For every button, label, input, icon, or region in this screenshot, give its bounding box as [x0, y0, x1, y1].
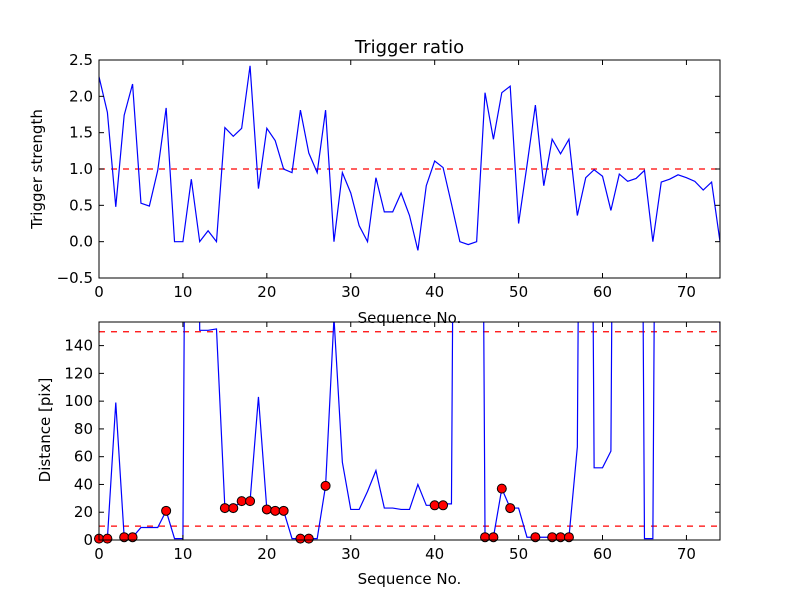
data-point: [530, 532, 541, 543]
data-point: [278, 505, 289, 516]
series-line: [99, 65, 720, 251]
x-tick-label: 50: [509, 283, 528, 301]
x-axis-label: Sequence No.: [358, 570, 462, 588]
x-axis-label: Sequence No.: [358, 309, 462, 327]
y-tick-label: 20: [74, 503, 93, 521]
data-point: [245, 496, 256, 507]
chart-title: Trigger ratio: [354, 37, 464, 58]
y-tick-label: 0.0: [69, 233, 93, 251]
y-tick-label: 1.5: [69, 124, 93, 142]
y-axis-label: Distance [pix]: [36, 378, 54, 483]
x-tick-label: 70: [677, 283, 696, 301]
y-tick-label: 2.0: [69, 87, 93, 105]
data-point: [127, 532, 138, 543]
data-point: [261, 504, 272, 515]
data-point: [161, 505, 172, 516]
x-tick-label: 60: [593, 283, 612, 301]
plot-area: [99, 322, 720, 540]
x-tick-label: 0: [94, 283, 104, 301]
y-tick-label: 140: [64, 337, 93, 355]
data-point: [295, 533, 306, 544]
y-tick-label: 40: [74, 475, 93, 493]
x-tick-label: 40: [425, 283, 444, 301]
data-point: [228, 503, 239, 514]
data-point: [270, 505, 281, 516]
x-tick-label: 70: [677, 545, 696, 563]
y-tick-label: 120: [64, 364, 93, 382]
data-point: [563, 532, 574, 543]
x-tick-label: 30: [341, 545, 360, 563]
distance-chart: Sequence No. Distance [pix] 0 10 20 30 40 50 6…: [36, 321, 721, 588]
axes-frame: [98, 59, 721, 279]
x-tick-label: 20: [257, 283, 276, 301]
series-line: [99, 322, 720, 540]
data-point: [496, 483, 507, 494]
data-point: [438, 500, 449, 511]
y-tick-label: 1.0: [69, 160, 93, 178]
x-tick-label: 10: [173, 545, 192, 563]
trigger-ratio-chart: Trigger ratio Sequence No. Trigger stren…: [28, 37, 721, 327]
data-point: [320, 480, 331, 491]
x-tick-label: 10: [173, 283, 192, 301]
data-point: [219, 503, 230, 514]
x-tick-label: 40: [425, 545, 444, 563]
data-point: [236, 496, 247, 507]
y-tick-label: 0: [83, 531, 93, 549]
y-tick-label: 2.5: [69, 51, 93, 69]
y-tick-label: 60: [74, 448, 93, 466]
data-point: [102, 533, 113, 544]
y-tick-label: 80: [74, 420, 93, 438]
data-point: [488, 532, 499, 543]
data-point: [505, 503, 516, 514]
axes-frame: [98, 321, 721, 541]
x-tick-label: 60: [593, 545, 612, 563]
y-tick-label: −0.5: [57, 269, 93, 287]
x-tick-label: 50: [509, 545, 528, 563]
y-axis-label: Trigger strength: [28, 109, 46, 230]
y-tick-label: 0.5: [69, 196, 93, 214]
plot-area: [99, 65, 720, 251]
data-point: [303, 533, 314, 544]
y-tick-label: 100: [64, 392, 93, 410]
data-point: [429, 500, 440, 511]
x-tick-label: 30: [341, 283, 360, 301]
x-tick-label: 0: [94, 545, 104, 563]
x-tick-label: 20: [257, 545, 276, 563]
